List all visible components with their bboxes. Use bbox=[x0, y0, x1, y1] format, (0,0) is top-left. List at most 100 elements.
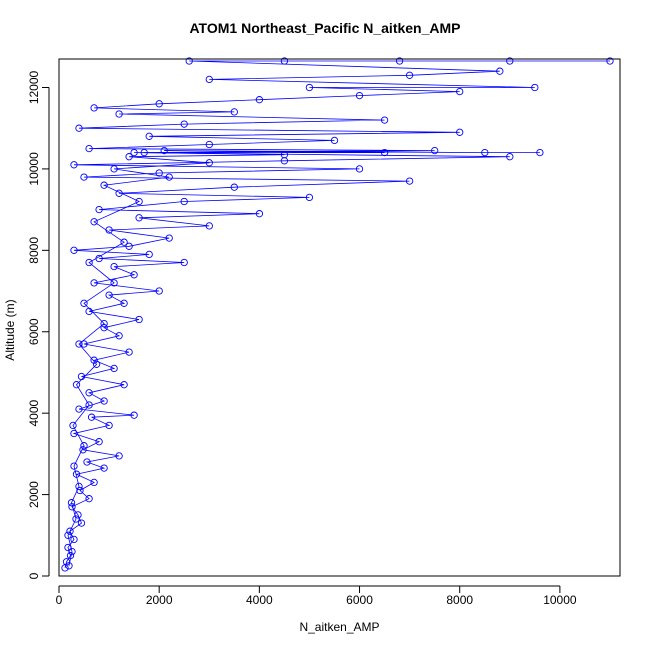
x-tick-label: 6000 bbox=[346, 593, 373, 607]
data-point bbox=[330, 136, 339, 145]
x-tick-label: 8000 bbox=[446, 593, 473, 607]
data-point bbox=[75, 340, 83, 348]
data-point bbox=[130, 411, 138, 419]
x-tick-label: 4000 bbox=[246, 593, 273, 607]
series-layer bbox=[61, 57, 614, 572]
data-point bbox=[506, 153, 514, 161]
data-point bbox=[80, 340, 88, 348]
series-line bbox=[67, 150, 540, 566]
data-point bbox=[125, 348, 133, 356]
y-tick-label: 4000 bbox=[27, 399, 41, 426]
data-point bbox=[120, 238, 128, 246]
data-point bbox=[130, 148, 138, 157]
data-point bbox=[70, 246, 78, 254]
data-point bbox=[80, 442, 88, 450]
data-point bbox=[160, 146, 168, 155]
data-point bbox=[100, 181, 108, 189]
data-point bbox=[69, 421, 77, 430]
data-point bbox=[66, 527, 74, 535]
data-point bbox=[395, 57, 404, 65]
data-point bbox=[130, 271, 138, 279]
data-point bbox=[155, 100, 163, 108]
data-point bbox=[506, 57, 514, 65]
plot-frame bbox=[58, 58, 621, 577]
data-point bbox=[70, 462, 78, 470]
data-point bbox=[280, 151, 289, 159]
data-point bbox=[68, 547, 76, 556]
data-point bbox=[105, 421, 113, 430]
data-point bbox=[165, 234, 173, 242]
data-point bbox=[110, 165, 118, 173]
data-point bbox=[205, 140, 213, 149]
data-point bbox=[280, 57, 289, 65]
data-point bbox=[135, 214, 143, 222]
data-point bbox=[155, 287, 163, 295]
data-point bbox=[255, 96, 264, 104]
data-point bbox=[380, 116, 389, 124]
data-point bbox=[75, 405, 83, 413]
data-point bbox=[85, 258, 93, 267]
y-tick-label: 2000 bbox=[27, 481, 41, 508]
data-point bbox=[165, 173, 173, 181]
data-point bbox=[405, 177, 414, 185]
data-point bbox=[255, 210, 264, 218]
y-tick-label: 10000 bbox=[27, 152, 41, 186]
data-point bbox=[205, 75, 213, 84]
data-point bbox=[70, 535, 78, 544]
data-point bbox=[135, 315, 143, 324]
y-tick-label: 12000 bbox=[27, 70, 41, 104]
data-point bbox=[83, 458, 91, 466]
data-point bbox=[230, 183, 238, 191]
y-tick-label: 8000 bbox=[27, 237, 41, 264]
data-point bbox=[135, 197, 143, 206]
data-point bbox=[85, 144, 93, 153]
data-point bbox=[125, 242, 133, 250]
data-point bbox=[305, 83, 314, 92]
data-point bbox=[65, 562, 73, 570]
data-point bbox=[110, 262, 118, 271]
data-point bbox=[67, 499, 76, 507]
data-point bbox=[87, 413, 96, 421]
data-point bbox=[496, 67, 504, 75]
x-tick-label: 0 bbox=[56, 593, 63, 607]
data-point bbox=[205, 159, 213, 167]
data-point bbox=[140, 148, 148, 157]
data-point bbox=[80, 173, 88, 181]
data-point bbox=[110, 364, 118, 373]
data-point bbox=[85, 401, 93, 409]
data-point bbox=[110, 279, 118, 287]
series-1 bbox=[61, 57, 614, 572]
y-tick-label: 6000 bbox=[27, 318, 41, 345]
data-point bbox=[355, 165, 364, 173]
y-axis-label: Altitude (m) bbox=[3, 299, 17, 361]
data-point bbox=[90, 104, 98, 112]
data-point bbox=[72, 515, 80, 523]
x-tick-label: 2000 bbox=[146, 593, 173, 607]
data-point bbox=[531, 83, 539, 92]
data-point bbox=[230, 108, 238, 116]
series-line bbox=[64, 60, 610, 568]
data-point bbox=[536, 148, 544, 157]
data-point bbox=[115, 452, 123, 460]
data-point bbox=[95, 438, 103, 446]
data-point bbox=[64, 531, 72, 539]
data-point bbox=[456, 128, 464, 136]
data-point bbox=[72, 381, 81, 389]
data-point bbox=[355, 91, 364, 100]
data-point bbox=[185, 57, 193, 65]
data-point bbox=[405, 71, 414, 79]
data-point bbox=[100, 397, 108, 405]
data-point bbox=[145, 132, 153, 140]
data-point bbox=[75, 482, 83, 491]
data-point bbox=[380, 148, 389, 157]
data-point bbox=[95, 205, 103, 214]
data-point bbox=[90, 218, 98, 226]
data-point bbox=[80, 299, 88, 307]
data-point bbox=[70, 161, 78, 169]
data-point bbox=[115, 110, 123, 118]
data-point bbox=[456, 87, 464, 96]
data-point bbox=[77, 519, 86, 527]
data-point bbox=[145, 250, 153, 259]
